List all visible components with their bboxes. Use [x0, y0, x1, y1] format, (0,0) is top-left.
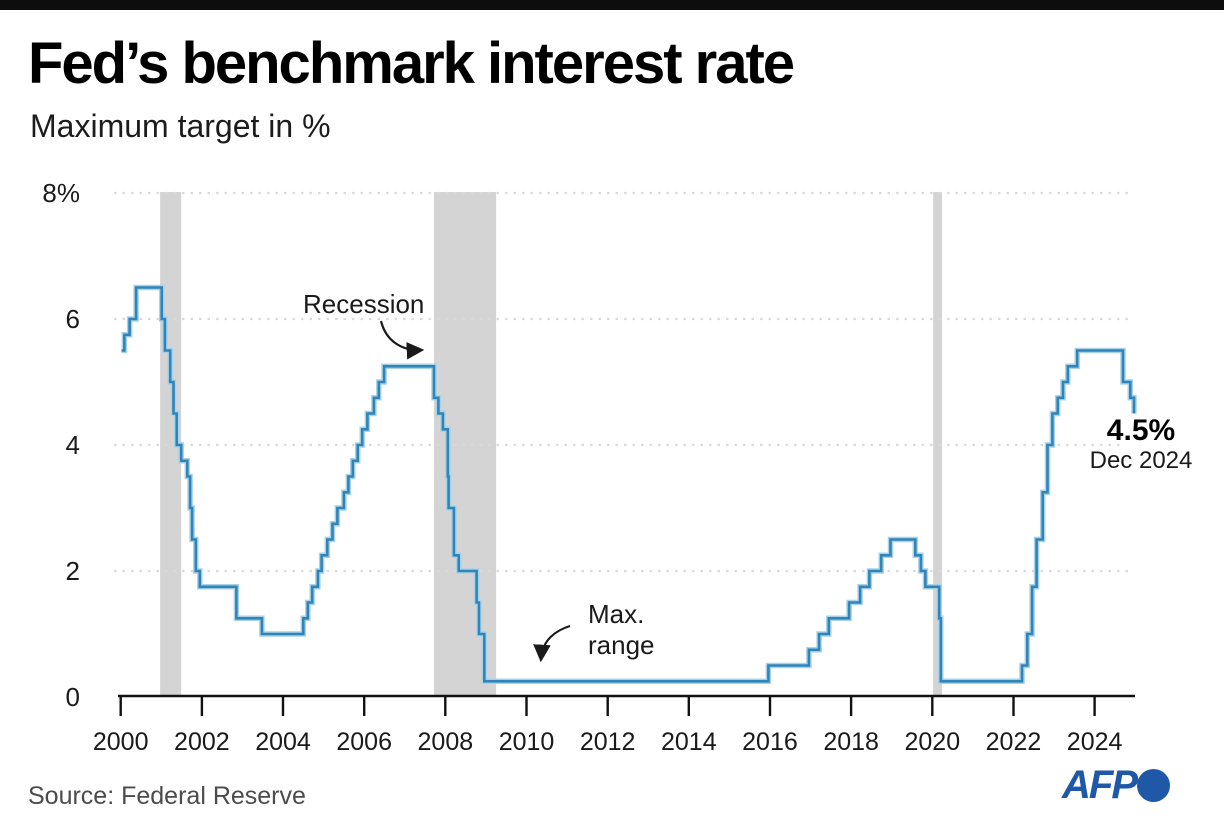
recession-annotation: Recession [303, 289, 425, 319]
recession-arrow [379, 320, 425, 360]
top-accent-bar [0, 0, 1224, 10]
x-tick-label: 2020 [904, 728, 961, 756]
max-range-annotation: Max. range [588, 599, 655, 661]
source-credit: Source: Federal Reserve [28, 782, 306, 810]
x-tick-label: 2004 [255, 728, 311, 756]
rate-line [121, 286, 1136, 683]
latest-value-label: 4.5% Dec 2024 [1090, 414, 1193, 474]
afp-logo: AFP [1062, 763, 1170, 807]
afp-logo-text: AFP [1062, 763, 1138, 807]
chart-subtitle: Maximum target in % [30, 108, 331, 144]
x-tick-label: 2022 [985, 728, 1042, 756]
recession-band [434, 192, 497, 696]
y-tick-label: 0 [65, 682, 80, 712]
latest-value-date: Dec 2024 [1089, 447, 1193, 474]
x-tick-label: 2006 [336, 728, 392, 756]
y-tick-label: 8% [42, 178, 80, 208]
x-tick-label: 2024 [1066, 728, 1123, 756]
x-tick-label: 2018 [823, 728, 879, 756]
x-tick-label: 2002 [174, 728, 230, 756]
y-tick-label: 6 [65, 304, 80, 334]
x-tick-label: 2008 [417, 728, 474, 756]
x-tick-label: 2012 [579, 728, 636, 756]
page-title: Fed’s benchmark interest rate [28, 31, 795, 96]
x-tick-label: 2014 [661, 728, 717, 756]
max-range-line1: Max. [588, 599, 645, 629]
y-tick-label: 4 [65, 430, 80, 460]
x-tick-label: 2010 [498, 728, 555, 756]
max-range-line2: range [588, 630, 655, 660]
x-tick-label: 2000 [92, 728, 149, 756]
latest-value: 4.5% [1106, 414, 1176, 447]
recession-band [933, 192, 942, 696]
max-range-arrow [533, 624, 571, 663]
x-tick-label: 2016 [742, 728, 798, 756]
afp-logo-circle-icon [1137, 768, 1170, 802]
y-tick-label: 2 [65, 556, 80, 586]
